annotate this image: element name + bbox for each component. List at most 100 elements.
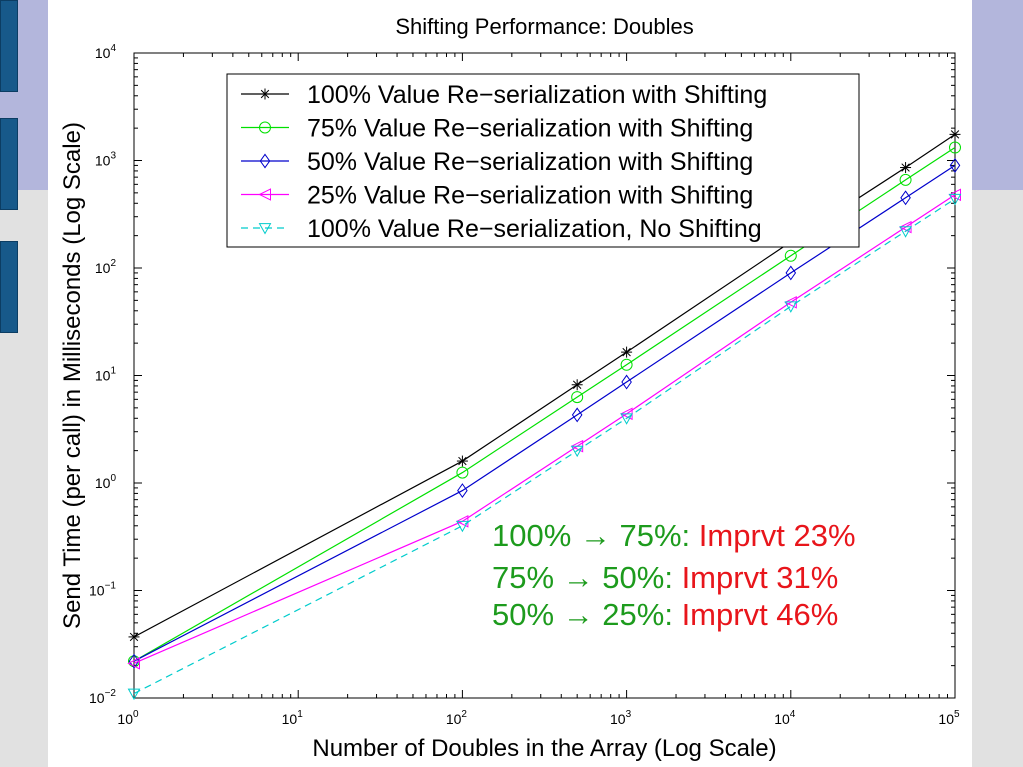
- data-point: [948, 193, 962, 206]
- tick-exponent: 2: [461, 709, 467, 720]
- data-point: [620, 358, 633, 371]
- x-tick-label: 101: [282, 709, 304, 727]
- data-point: [949, 157, 961, 173]
- data-point: [621, 346, 633, 358]
- annotation-comparison: 100% → 75%:: [492, 518, 691, 553]
- legend-item: 75% Value Re−serialization with Shifting: [241, 115, 753, 143]
- data-point: [457, 483, 468, 499]
- series-line: [133, 164, 956, 662]
- x-tick-label: 100: [117, 709, 139, 727]
- slide-band-right-top: [972, 0, 1023, 190]
- tick-exponent: 4: [110, 43, 116, 54]
- legend-label: 100% Value Re−serialization, No Shifting: [307, 215, 762, 243]
- tick-exponent: −2: [105, 688, 117, 699]
- slide-side-tab: [0, 0, 18, 92]
- data-point: [258, 223, 272, 235]
- slide-side-tab: [0, 118, 18, 210]
- tick-base: 10: [89, 583, 105, 599]
- legend-label: 50% Value Re−serialization with Shifting: [307, 148, 753, 176]
- marker-stroke: [572, 380, 582, 389]
- data-point: [259, 121, 271, 134]
- tick-base: 10: [446, 711, 462, 727]
- tick-base: 10: [282, 711, 298, 727]
- tick-exponent: 5: [954, 709, 960, 720]
- marker-stroke: [622, 347, 631, 357]
- tick-base: 10: [95, 368, 111, 384]
- x-tick-label: 102: [446, 709, 468, 727]
- data-point: [949, 141, 961, 154]
- tick-exponent: 1: [297, 709, 303, 720]
- data-point: [899, 173, 912, 186]
- legend-box: [226, 73, 860, 248]
- tick-base: 10: [938, 711, 954, 727]
- marker-stroke: [950, 130, 960, 139]
- data-point: [258, 188, 271, 201]
- x-tick-label: 104: [774, 709, 796, 727]
- chart-title: Shifting Performance: Doubles: [395, 14, 693, 39]
- data-point: [900, 190, 911, 206]
- data-point: [259, 153, 271, 169]
- y-axis-label: Send Time (per call) in Milliseconds (Lo…: [59, 122, 86, 629]
- data-point: [620, 413, 633, 425]
- annotation-line-3: 50% → 25%: Imprvt 46%: [492, 597, 838, 633]
- y-tick-label: 103: [95, 151, 117, 169]
- legend-item: 100% Value Re−serialization, No Shifting: [241, 215, 762, 243]
- legend-label: 100% Value Re−serialization with Shiftin…: [307, 81, 767, 109]
- series: [128, 157, 961, 669]
- tick-exponent: 0: [110, 473, 116, 484]
- series-line: [133, 147, 956, 662]
- data-point: [456, 455, 468, 467]
- tick-base: 10: [610, 711, 626, 727]
- annotation-line-2: 75% → 50%: Imprvt 31%: [492, 560, 838, 596]
- y-tick-label: 100: [95, 473, 117, 491]
- annotation-improvement: Imprvt 46%: [681, 597, 839, 632]
- x-tick-label: 103: [610, 709, 632, 727]
- tick-exponent: 2: [110, 258, 116, 269]
- data-point: [571, 379, 583, 391]
- y-tick-label: 101: [95, 366, 117, 384]
- annotation-line-1: 100% → 75%: Imprvt 23%: [492, 518, 856, 554]
- data-point: [127, 688, 141, 701]
- x-tick-label: 105: [938, 709, 960, 727]
- tick-exponent: 3: [110, 151, 116, 162]
- marker-stroke: [458, 456, 467, 466]
- data-point: [127, 657, 140, 670]
- marker-stroke: [901, 163, 910, 172]
- annotation-improvement: Imprvt 23%: [698, 518, 856, 553]
- marker-stroke: [129, 632, 139, 642]
- data-point: [621, 374, 632, 390]
- tick-base: 10: [117, 711, 133, 727]
- data-point: [571, 391, 584, 404]
- annotation-comparison: 50% → 25%:: [492, 597, 673, 632]
- legend-item: 25% Value Re−serialization with Shifting: [241, 182, 753, 210]
- data-point: [784, 249, 797, 262]
- legend-item: 50% Value Re−serialization with Shifting: [241, 148, 753, 176]
- annotation-comparison: 75% → 50%:: [492, 560, 673, 595]
- series: [127, 193, 962, 701]
- data-point: [570, 445, 584, 458]
- data-point: [900, 162, 912, 174]
- legend-label: 25% Value Re−serialization with Shifting: [307, 182, 753, 210]
- data-point: [128, 631, 140, 643]
- tick-exponent: 4: [790, 709, 796, 720]
- tick-exponent: 1: [110, 366, 116, 377]
- data-point: [571, 407, 583, 423]
- legend: 100% Value Re−serialization with Shiftin…: [226, 73, 860, 248]
- annotation-improvement: Imprvt 31%: [681, 560, 839, 595]
- legend-label: 75% Value Re−serialization with Shifting: [307, 115, 753, 143]
- data-point: [949, 128, 961, 140]
- tick-exponent: 3: [626, 709, 632, 720]
- tick-base: 10: [95, 153, 111, 169]
- tick-base: 10: [89, 690, 105, 706]
- y-tick-label: 102: [95, 258, 117, 276]
- slide-band-right: [972, 190, 1023, 767]
- tick-base: 10: [774, 711, 790, 727]
- data-point: [456, 520, 469, 533]
- series-line: [133, 198, 956, 695]
- tick-exponent: 0: [133, 709, 139, 720]
- x-axis-label: Number of Doubles in the Array (Log Scal…: [312, 735, 776, 762]
- data-point: [899, 226, 912, 238]
- slide-side-tab: [0, 241, 18, 333]
- data-point: [456, 466, 469, 479]
